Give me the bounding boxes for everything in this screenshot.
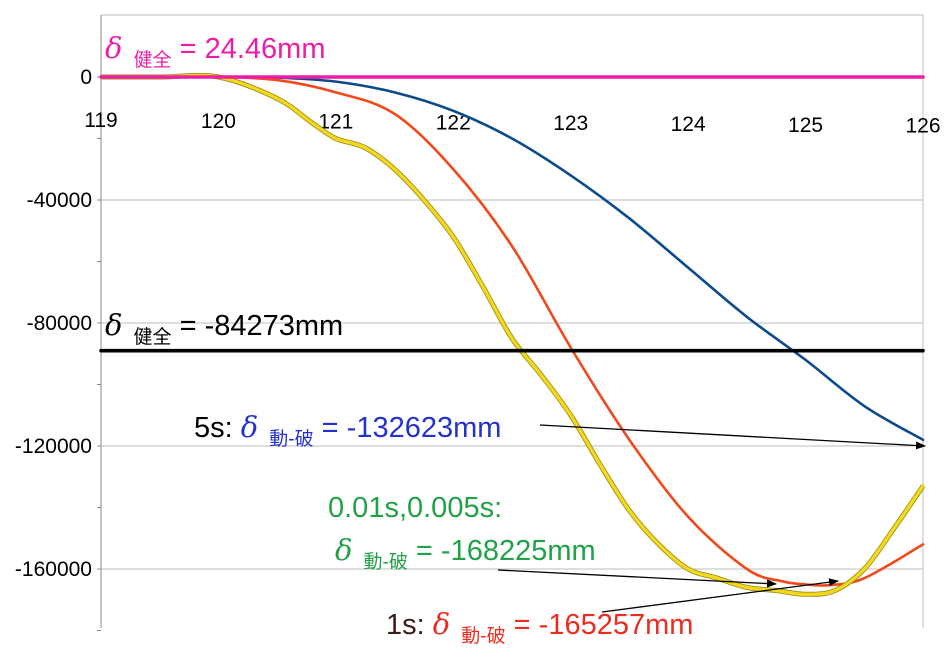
x-tick-label: 124 (671, 113, 706, 136)
arrow-green-annotation (497, 569, 777, 588)
annotation-red: 1s: δ 動-破 = -165257mm (386, 607, 693, 648)
annotation-green-value: = -168225mm (416, 535, 596, 567)
annotation-green-line1: 0.01s,0.005s: (328, 492, 502, 524)
y-tick-label: -80000 (27, 312, 92, 335)
annotation-arrows (497, 424, 926, 613)
annotation-black-sub: 健全 (134, 326, 172, 348)
annotation-red-value: = -165257mm (514, 609, 694, 641)
y-tick-label: -40000 (27, 189, 92, 212)
annotation-magenta-value: = 24.46mm (180, 33, 326, 65)
annotation-blue: 5s: δ 動-破 = -132623mm (194, 410, 501, 452)
annotation-black-value: = -84273mm (180, 310, 344, 342)
annotation-magenta-delta: δ (105, 31, 122, 65)
annotation-green-line2: δ 動-破 = -168225mm (335, 533, 596, 575)
x-tick-label: 122 (436, 111, 471, 134)
arrow-blue-annotation (539, 424, 926, 450)
y-tick-label: -120000 (15, 435, 92, 458)
x-tick-label: 123 (553, 112, 588, 135)
annotation-magenta-sub: 健全 (134, 49, 172, 71)
x-tick-label: 121 (318, 111, 353, 134)
y-tick-labels: 0 -40000 -80000 -120000 -160000 (15, 66, 92, 581)
annotation-red-prefix: 1s: (386, 609, 433, 641)
annotation-blue-delta: δ (241, 410, 258, 444)
y-tick-label: 0 (80, 66, 92, 89)
arrow-red-annotation (601, 578, 839, 613)
annotation-magenta: δ 健全 = 24.46mm (105, 31, 326, 73)
annotation-red-sub: 動-破 (461, 625, 505, 647)
y-tick-label: -160000 (15, 558, 92, 581)
annotation-blue-prefix: 5s: (194, 412, 241, 444)
x-tick-label: 125 (788, 114, 823, 137)
annotation-black-delta: δ (105, 308, 122, 342)
annotation-green-delta: δ (335, 533, 352, 567)
annotation-black: δ 健全 = -84273mm (105, 308, 343, 350)
x-tick-label: 126 (905, 115, 940, 138)
series-line (99, 73, 925, 597)
annotation-blue-sub: 動-破 (269, 428, 313, 450)
x-tick-labels: 119 120 121 122 123 124 125 126 (84, 109, 940, 138)
x-tick-label: 120 (201, 110, 236, 133)
annotation-red-delta: δ (433, 607, 450, 641)
x-tick-label: 119 (84, 109, 117, 132)
annotation-green-sub: 動-破 (364, 551, 408, 573)
annotation-blue-value: = -132623mm (322, 412, 502, 444)
